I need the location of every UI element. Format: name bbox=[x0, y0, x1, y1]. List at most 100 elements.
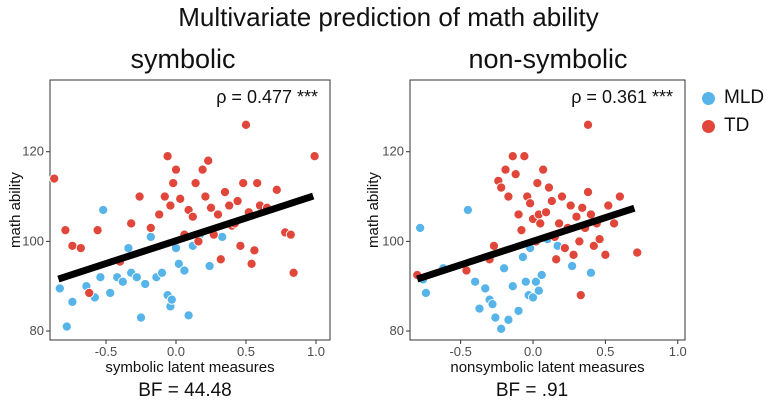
x-axis-label: nonsymbolic latent measures bbox=[450, 359, 644, 376]
data-point-td bbox=[170, 164, 182, 175]
data-point-td bbox=[603, 200, 614, 211]
data-point-td bbox=[126, 218, 137, 229]
data-point-td bbox=[190, 178, 201, 189]
data-point-mld bbox=[536, 269, 547, 281]
x-tick-label: 0.0 bbox=[167, 344, 185, 359]
data-point-td bbox=[582, 119, 594, 130]
legend-dot-td bbox=[702, 119, 715, 133]
legend-dot-mld bbox=[702, 91, 715, 105]
data-point-td bbox=[571, 211, 582, 222]
data-point-mld bbox=[462, 204, 473, 216]
data-point-mld bbox=[204, 260, 215, 272]
data-point-td bbox=[614, 191, 625, 202]
data-point-td bbox=[159, 191, 170, 202]
data-point-mld bbox=[217, 231, 228, 242]
data-point-td bbox=[187, 211, 198, 222]
x-tick-label: 0.5 bbox=[237, 344, 255, 359]
data-point-td bbox=[538, 164, 549, 175]
data-point-td bbox=[574, 236, 585, 247]
data-point-td bbox=[488, 240, 499, 251]
x-tick-label: -0.5 bbox=[95, 344, 117, 359]
data-point-td bbox=[503, 191, 514, 202]
data-point-td bbox=[246, 258, 257, 269]
data-point-mld bbox=[105, 287, 116, 298]
data-point-td bbox=[205, 202, 217, 213]
x-tick-label: 1.0 bbox=[669, 344, 687, 359]
y-axis-label: math ability bbox=[7, 172, 24, 248]
data-point-td bbox=[197, 164, 208, 175]
data-point-td bbox=[519, 151, 530, 162]
data-point-td bbox=[232, 195, 243, 207]
data-point-mld bbox=[98, 204, 109, 216]
legend-label-mld: MLD bbox=[724, 87, 765, 108]
regression-line bbox=[57, 192, 315, 283]
data-point-mld bbox=[61, 321, 72, 332]
data-point-td bbox=[543, 182, 554, 193]
data-point-td bbox=[49, 173, 60, 184]
data-point-td bbox=[535, 218, 546, 229]
data-point-td bbox=[203, 155, 214, 166]
y-tick-label: 80 bbox=[30, 323, 44, 338]
panel-title-nonsymbolic: non-symbolic bbox=[468, 44, 628, 74]
data-point-mld bbox=[520, 276, 531, 287]
data-point-td bbox=[546, 195, 557, 207]
data-point-mld bbox=[490, 312, 501, 323]
data-point-td bbox=[609, 218, 620, 229]
data-point-td bbox=[224, 200, 235, 211]
x-tick-label: 1.0 bbox=[307, 344, 325, 359]
data-point-mld bbox=[420, 287, 431, 298]
data-point-td bbox=[60, 225, 71, 236]
data-point-mld bbox=[415, 222, 426, 233]
data-point-mld bbox=[179, 265, 190, 276]
data-point-td bbox=[175, 193, 186, 204]
legend-item-td: TD bbox=[702, 112, 764, 140]
data-point-mld bbox=[496, 323, 507, 334]
panel-symbolic: -0.5 0.0 0.5 1.0 80 100 120 symbolic latent mea… bbox=[7, 79, 331, 376]
data-point-td bbox=[92, 225, 103, 236]
data-point-mld bbox=[480, 283, 491, 294]
data-point-td bbox=[249, 245, 260, 256]
x-tick-label: 0.5 bbox=[596, 344, 614, 359]
data-point-td bbox=[240, 119, 252, 130]
figure-title: Multivariate prediction of math ability bbox=[178, 2, 599, 32]
data-point-td bbox=[525, 198, 536, 209]
regression-line bbox=[416, 204, 636, 283]
data-point-td bbox=[309, 151, 320, 162]
legend-label-td: TD bbox=[724, 115, 750, 136]
x-tick-label: 0.0 bbox=[524, 344, 542, 359]
data-point-td bbox=[559, 243, 570, 254]
data-point-mld bbox=[499, 263, 510, 274]
y-axis-label: math ability bbox=[365, 172, 382, 248]
data-point-td bbox=[551, 254, 562, 265]
data-point-td bbox=[516, 225, 527, 236]
x-axis-label: symbolic latent measures bbox=[105, 359, 274, 376]
data-point-td bbox=[575, 290, 586, 301]
panel-nonsymbolic: -0.5 0.0 0.5 1.0 80 100 120 nonsymbolic latent … bbox=[365, 79, 687, 376]
data-point-mld bbox=[166, 294, 177, 305]
data-point-td bbox=[252, 178, 263, 189]
data-point-td bbox=[500, 164, 511, 175]
data-point-td bbox=[215, 254, 226, 265]
data-point-mld bbox=[95, 272, 106, 283]
data-point-td bbox=[496, 182, 507, 193]
data-point-mld bbox=[507, 281, 518, 292]
x-tick-label: -0.5 bbox=[449, 344, 471, 359]
data-point-td bbox=[532, 178, 543, 189]
y-tick-label: 100 bbox=[382, 233, 404, 248]
data-point-td bbox=[594, 234, 605, 245]
data-point-td bbox=[165, 200, 176, 211]
data-point-mld bbox=[131, 272, 142, 283]
data-point-mld bbox=[533, 285, 544, 296]
data-point-mld bbox=[530, 276, 541, 287]
data-point-td bbox=[271, 184, 282, 195]
data-point-td bbox=[219, 187, 231, 198]
data-point-td bbox=[162, 151, 173, 162]
data-point-td bbox=[565, 200, 576, 211]
data-point-mld bbox=[183, 310, 194, 321]
data-point-mld bbox=[140, 278, 151, 290]
data-point-mld bbox=[487, 299, 498, 310]
data-point-mld bbox=[173, 258, 184, 269]
correlation-annotation: ρ = 0.361 *** bbox=[571, 87, 673, 107]
data-point-td bbox=[507, 151, 518, 162]
data-point-td bbox=[168, 178, 179, 189]
